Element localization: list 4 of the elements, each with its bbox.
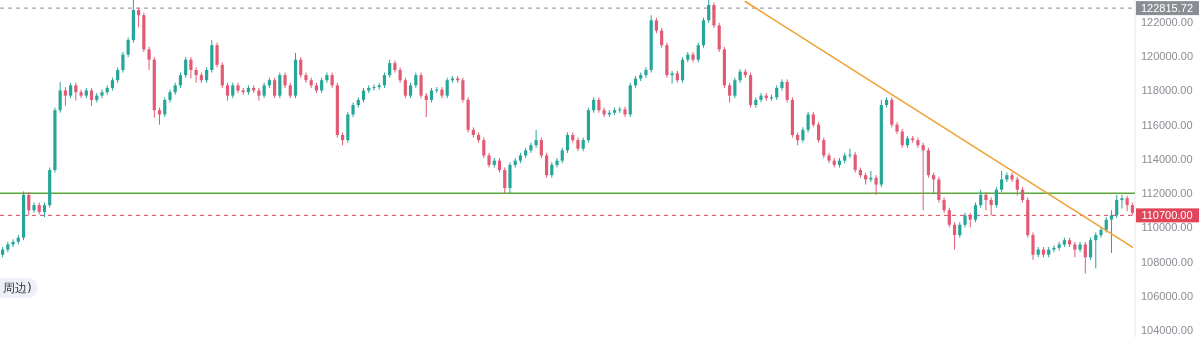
ref-line-label: 110700.00 bbox=[1141, 209, 1193, 222]
annotation: 周边) bbox=[0, 278, 38, 298]
annotation: 周边) bbox=[3, 281, 32, 295]
ref-line-label: 122815.72 bbox=[1141, 2, 1193, 15]
